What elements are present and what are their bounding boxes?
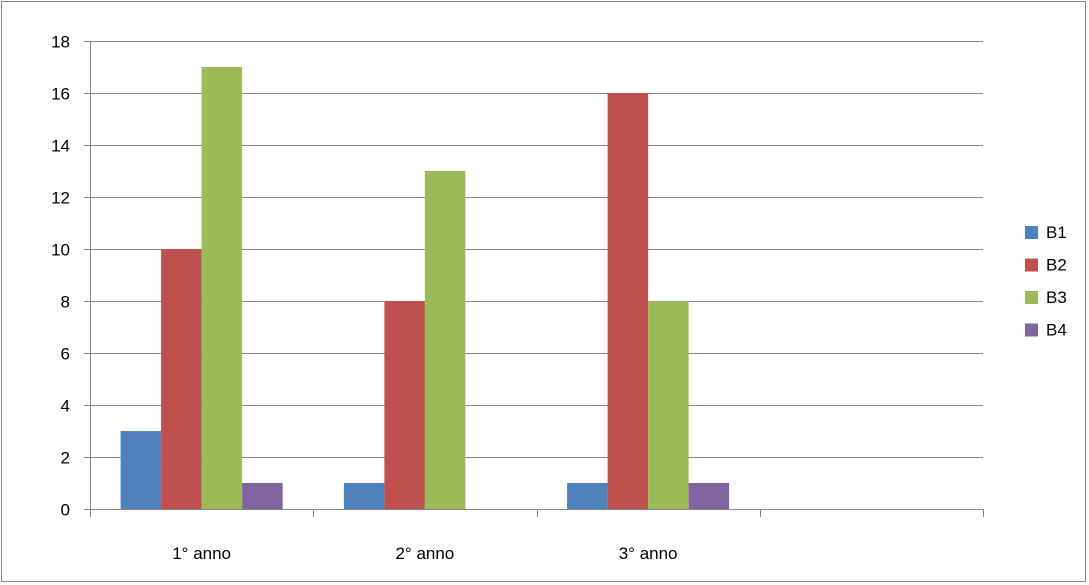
legend-label-b3: B3 xyxy=(1046,288,1067,307)
bar-b1 xyxy=(343,483,385,509)
legend-label-b1: B1 xyxy=(1046,223,1067,242)
y-tick-label: 6 xyxy=(61,345,70,364)
legend-label-b2: B2 xyxy=(1046,256,1067,275)
y-tick-label: 12 xyxy=(51,189,70,208)
legend-swatch-b2 xyxy=(1025,258,1038,272)
bar-b3 xyxy=(201,67,243,509)
y-tick-label: 10 xyxy=(51,241,70,260)
legend-label-b4: B4 xyxy=(1046,321,1067,340)
bar-b3 xyxy=(648,301,689,509)
legend-swatch-b4 xyxy=(1025,323,1038,337)
x-tick-label: 1° anno xyxy=(172,544,231,563)
y-tick-label: 4 xyxy=(61,397,70,416)
x-tick-label: 3° anno xyxy=(619,544,678,563)
bar-b2 xyxy=(607,93,649,509)
bar-b1 xyxy=(567,483,608,509)
bar-b3 xyxy=(424,171,466,509)
bar-b2 xyxy=(384,301,425,509)
x-tick-label: 2° anno xyxy=(395,544,454,563)
y-tick-label: 14 xyxy=(51,137,70,156)
bar-b4 xyxy=(688,483,730,509)
y-tick-label: 18 xyxy=(51,33,70,52)
bar-b1 xyxy=(120,431,162,509)
bar-b2 xyxy=(161,249,202,509)
legend-swatch-b1 xyxy=(1025,226,1038,239)
y-tick-label: 0 xyxy=(61,501,70,520)
y-tick-label: 2 xyxy=(61,449,70,468)
legend-swatch-b3 xyxy=(1025,291,1038,304)
y-tick-label: 16 xyxy=(51,85,70,104)
y-tick-label: 8 xyxy=(61,293,70,312)
bar-b4 xyxy=(242,483,283,509)
